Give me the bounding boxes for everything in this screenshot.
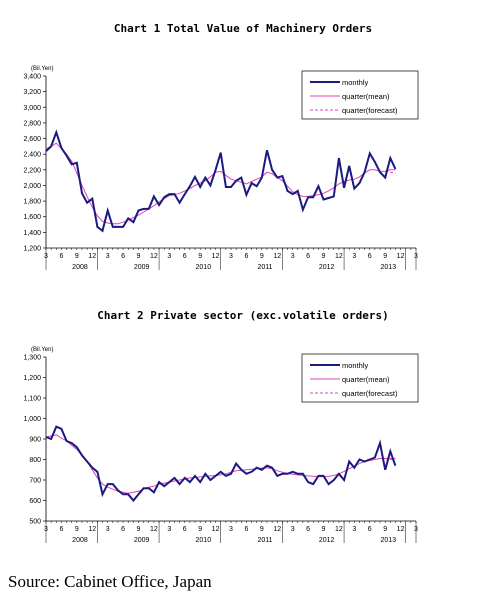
x-month-label: 12 bbox=[273, 526, 281, 533]
x-month-label: 3 bbox=[167, 526, 171, 533]
y-tick-label: 700 bbox=[29, 478, 41, 485]
legend-label: monthly bbox=[342, 78, 369, 87]
x-month-label: 12 bbox=[88, 253, 96, 260]
y-tick-label: 1,100 bbox=[23, 396, 41, 403]
y-tick-label: 3,400 bbox=[23, 74, 41, 81]
x-month-label: 12 bbox=[273, 253, 281, 260]
x-month-label: 3 bbox=[229, 253, 233, 260]
x-month-label: 3 bbox=[352, 526, 356, 533]
x-month-label: 6 bbox=[59, 526, 63, 533]
x-month-label: 6 bbox=[59, 253, 63, 260]
chart1-svg: (Bil.Yen) 1,200 1,400 1,600 1,800 2,000 2,200 2… bbox=[23, 66, 419, 271]
x-month-label: 9 bbox=[383, 253, 387, 260]
x-month-label: 3 bbox=[291, 253, 295, 260]
x-year-label: 2013 bbox=[381, 537, 397, 544]
x-month-label: 6 bbox=[121, 253, 125, 260]
x-year-label: 2009 bbox=[134, 537, 150, 544]
y-tick-label: 1,000 bbox=[23, 416, 41, 423]
x-year-label: 2009 bbox=[134, 264, 150, 271]
x-month-label: 3 bbox=[106, 526, 110, 533]
y-tick-label: 2,200 bbox=[23, 167, 41, 174]
y-tick-label: 2,400 bbox=[23, 152, 41, 159]
x-year-label: 2008 bbox=[72, 537, 88, 544]
x-month-label: 6 bbox=[244, 526, 248, 533]
x-month-label: 3 bbox=[291, 526, 295, 533]
y-tick-label: 1,400 bbox=[23, 230, 41, 237]
x-month-label: 6 bbox=[244, 253, 248, 260]
legend-box bbox=[301, 70, 419, 120]
y-tick-label: 1,300 bbox=[23, 355, 41, 362]
x-month-label: 9 bbox=[75, 526, 79, 533]
chart2-title: Chart 2 Private sector (exc.volatile ord… bbox=[97, 309, 389, 322]
x-month-label: 9 bbox=[75, 253, 79, 260]
y-unit-label: (Bil.Yen) bbox=[31, 347, 53, 353]
y-tick-label: 500 bbox=[29, 519, 41, 526]
x-month-label: 6 bbox=[368, 253, 372, 260]
x-month-label: 9 bbox=[383, 526, 387, 533]
x-month-label: 9 bbox=[137, 526, 141, 533]
x-month-label: 9 bbox=[198, 526, 202, 533]
y-tick-label: 2,000 bbox=[23, 183, 41, 190]
x-month-label: 12 bbox=[397, 526, 405, 533]
source-note: Source: Cabinet Office, Japan bbox=[8, 572, 212, 591]
y-tick-label: 3,200 bbox=[23, 89, 41, 96]
x-year-label: 2013 bbox=[381, 264, 397, 271]
series-line-quarter-mean- bbox=[45, 434, 396, 494]
series-line-quarter-forecast- bbox=[385, 458, 396, 461]
y-tick-label: 3,000 bbox=[23, 105, 41, 112]
y-tick-label: 900 bbox=[29, 437, 41, 444]
x-month-label: 6 bbox=[183, 253, 187, 260]
chart1-title: Chart 1 Total Value of Machinery Orders bbox=[113, 22, 373, 35]
legend-box bbox=[301, 353, 419, 403]
y-tick-label: 1,600 bbox=[23, 214, 41, 221]
x-year-label: 2012 bbox=[319, 264, 335, 271]
x-month-label: 9 bbox=[260, 253, 264, 260]
x-year-label: 2010 bbox=[196, 264, 212, 271]
x-month-label: 9 bbox=[198, 253, 202, 260]
y-tick-label: 1,200 bbox=[23, 246, 41, 253]
x-month-label: 12 bbox=[335, 253, 343, 260]
x-year-label: 2011 bbox=[257, 537, 272, 544]
x-year-label: 2010 bbox=[196, 537, 212, 544]
y-tick-label: 600 bbox=[29, 498, 41, 505]
x-month-label: 6 bbox=[121, 526, 125, 533]
y-tick-label: 2,600 bbox=[23, 136, 41, 143]
y-unit-label: (Bil.Yen) bbox=[31, 66, 53, 72]
chart2-svg: (Bil.Yen) 500 600 700 800 900 1,000 1,100 1,200 1… bbox=[23, 347, 419, 544]
x-month-label: 12 bbox=[212, 253, 220, 260]
x-month-label: 12 bbox=[150, 253, 158, 260]
x-month-label: 12 bbox=[335, 526, 343, 533]
x-month-label: 9 bbox=[137, 253, 141, 260]
x-year-label: 2008 bbox=[72, 264, 88, 271]
legend-label: quarter(mean) bbox=[342, 375, 390, 384]
x-year-label: 2011 bbox=[257, 264, 272, 271]
series-line-monthly bbox=[45, 425, 397, 503]
x-month-label: 12 bbox=[212, 526, 220, 533]
x-month-label: 3 bbox=[352, 253, 356, 260]
y-tick-label: 800 bbox=[29, 457, 41, 464]
legend-label: quarter(mean) bbox=[342, 92, 390, 101]
x-month-label: 6 bbox=[183, 526, 187, 533]
x-month-label: 3 bbox=[229, 526, 233, 533]
y-tick-label: 1,200 bbox=[23, 375, 41, 382]
x-month-label: 3 bbox=[106, 253, 110, 260]
x-month-label: 9 bbox=[322, 526, 326, 533]
x-month-label: 12 bbox=[88, 526, 96, 533]
y-tick-label: 2,800 bbox=[23, 120, 41, 127]
x-month-label: 3 bbox=[167, 253, 171, 260]
legend-label: quarter(forecast) bbox=[342, 389, 398, 398]
x-month-label: 12 bbox=[150, 526, 158, 533]
y-tick-label: 1,800 bbox=[23, 199, 41, 206]
x-month-label: 6 bbox=[368, 526, 372, 533]
series-line-monthly bbox=[45, 129, 397, 233]
x-month-label: 9 bbox=[260, 526, 264, 533]
legend-label: monthly bbox=[342, 361, 369, 370]
x-month-label: 6 bbox=[306, 253, 310, 260]
x-month-label: 6 bbox=[306, 526, 310, 533]
x-year-label: 2012 bbox=[319, 537, 335, 544]
x-month-label: 12 bbox=[397, 253, 405, 260]
x-month-label: 9 bbox=[322, 253, 326, 260]
legend-label: quarter(forecast) bbox=[342, 106, 398, 115]
